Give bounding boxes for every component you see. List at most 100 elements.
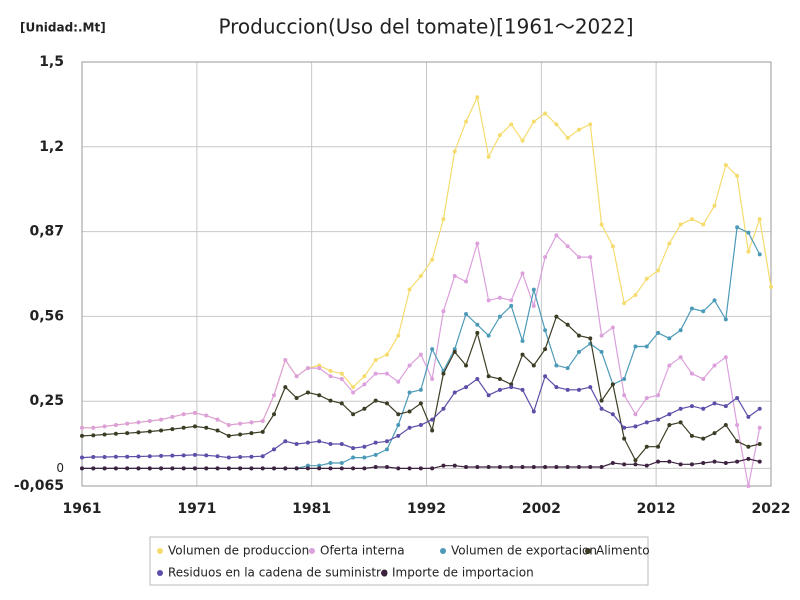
data-point xyxy=(317,366,322,371)
plot-border xyxy=(81,61,772,487)
data-point xyxy=(407,390,412,395)
data-point xyxy=(656,393,661,398)
data-point xyxy=(667,459,672,464)
data-point xyxy=(441,371,446,376)
data-point xyxy=(147,466,152,471)
data-point xyxy=(531,119,536,124)
data-point xyxy=(735,173,740,178)
data-point xyxy=(678,420,683,425)
data-point xyxy=(80,455,84,460)
data-point xyxy=(373,452,378,457)
data-point xyxy=(701,406,706,411)
legend-box xyxy=(149,536,649,586)
data-point xyxy=(757,252,762,257)
data-point xyxy=(452,274,457,279)
data-point xyxy=(384,465,389,470)
data-point xyxy=(351,455,356,460)
data-point xyxy=(712,363,717,368)
data-point xyxy=(238,421,243,426)
data-point xyxy=(215,428,220,433)
data-point xyxy=(464,363,469,368)
data-point xyxy=(633,462,638,467)
data-point xyxy=(633,412,638,417)
data-point xyxy=(520,352,525,357)
data-point xyxy=(599,222,604,227)
data-point xyxy=(486,154,491,159)
data-point xyxy=(735,395,740,400)
data-point xyxy=(735,423,740,428)
data-point xyxy=(339,460,344,465)
data-point xyxy=(723,404,728,409)
y-tick-label: 0 xyxy=(56,461,64,475)
data-point xyxy=(610,460,615,465)
data-point xyxy=(689,217,694,222)
data-point xyxy=(384,371,389,376)
data-point xyxy=(328,374,333,379)
data-point xyxy=(486,374,491,379)
data-point xyxy=(554,233,559,238)
data-point xyxy=(339,401,344,406)
data-point xyxy=(283,439,288,444)
data-point xyxy=(215,466,220,471)
data-point xyxy=(531,465,536,470)
data-point xyxy=(576,255,581,260)
data-point xyxy=(396,466,401,471)
legend-label: Volumen de exportacion xyxy=(451,544,597,558)
data-point xyxy=(576,465,581,470)
data-point xyxy=(238,432,243,437)
data-point xyxy=(746,414,751,419)
data-point xyxy=(260,418,265,423)
data-point xyxy=(588,336,593,341)
legend-label: Residuos en la cadena de suministro xyxy=(168,566,388,580)
data-point xyxy=(667,412,672,417)
data-point xyxy=(159,453,164,458)
data-point xyxy=(418,352,423,357)
data-point xyxy=(497,295,502,300)
data-point xyxy=(407,363,412,368)
legend-marker xyxy=(381,570,387,576)
data-point xyxy=(520,387,525,392)
data-point xyxy=(509,465,514,470)
data-point xyxy=(362,466,367,471)
data-point xyxy=(599,349,604,354)
data-point xyxy=(610,325,615,330)
data-point xyxy=(509,303,514,308)
data-point xyxy=(656,459,661,464)
data-point xyxy=(102,424,107,429)
data-point xyxy=(283,358,288,363)
data-point xyxy=(396,333,401,338)
data-point xyxy=(712,298,717,303)
data-point xyxy=(520,271,525,276)
data-point xyxy=(656,444,661,449)
data-point xyxy=(588,465,593,470)
data-point xyxy=(599,465,604,470)
data-point xyxy=(441,463,446,468)
data-point xyxy=(91,455,96,460)
data-point xyxy=(384,401,389,406)
data-point xyxy=(441,309,446,314)
data-point xyxy=(509,298,514,303)
data-point xyxy=(215,417,220,422)
data-point xyxy=(576,333,581,338)
data-point xyxy=(125,454,130,459)
data-point xyxy=(192,452,197,457)
data-point xyxy=(531,303,536,308)
data-point xyxy=(373,465,378,470)
data-point xyxy=(667,241,672,246)
data-point xyxy=(554,385,559,390)
data-point xyxy=(723,317,728,322)
data-point xyxy=(136,454,141,459)
data-point xyxy=(599,406,604,411)
x-tick-label: 1992 xyxy=(407,501,446,517)
data-point xyxy=(351,390,356,395)
legend-marker xyxy=(157,570,163,576)
data-point xyxy=(91,466,96,471)
data-point xyxy=(701,309,706,314)
data-point xyxy=(678,355,683,360)
data-point xyxy=(576,127,581,132)
data-point xyxy=(543,328,548,333)
data-point xyxy=(238,455,243,460)
data-point xyxy=(610,412,615,417)
data-point xyxy=(644,463,649,468)
data-point xyxy=(373,358,378,363)
